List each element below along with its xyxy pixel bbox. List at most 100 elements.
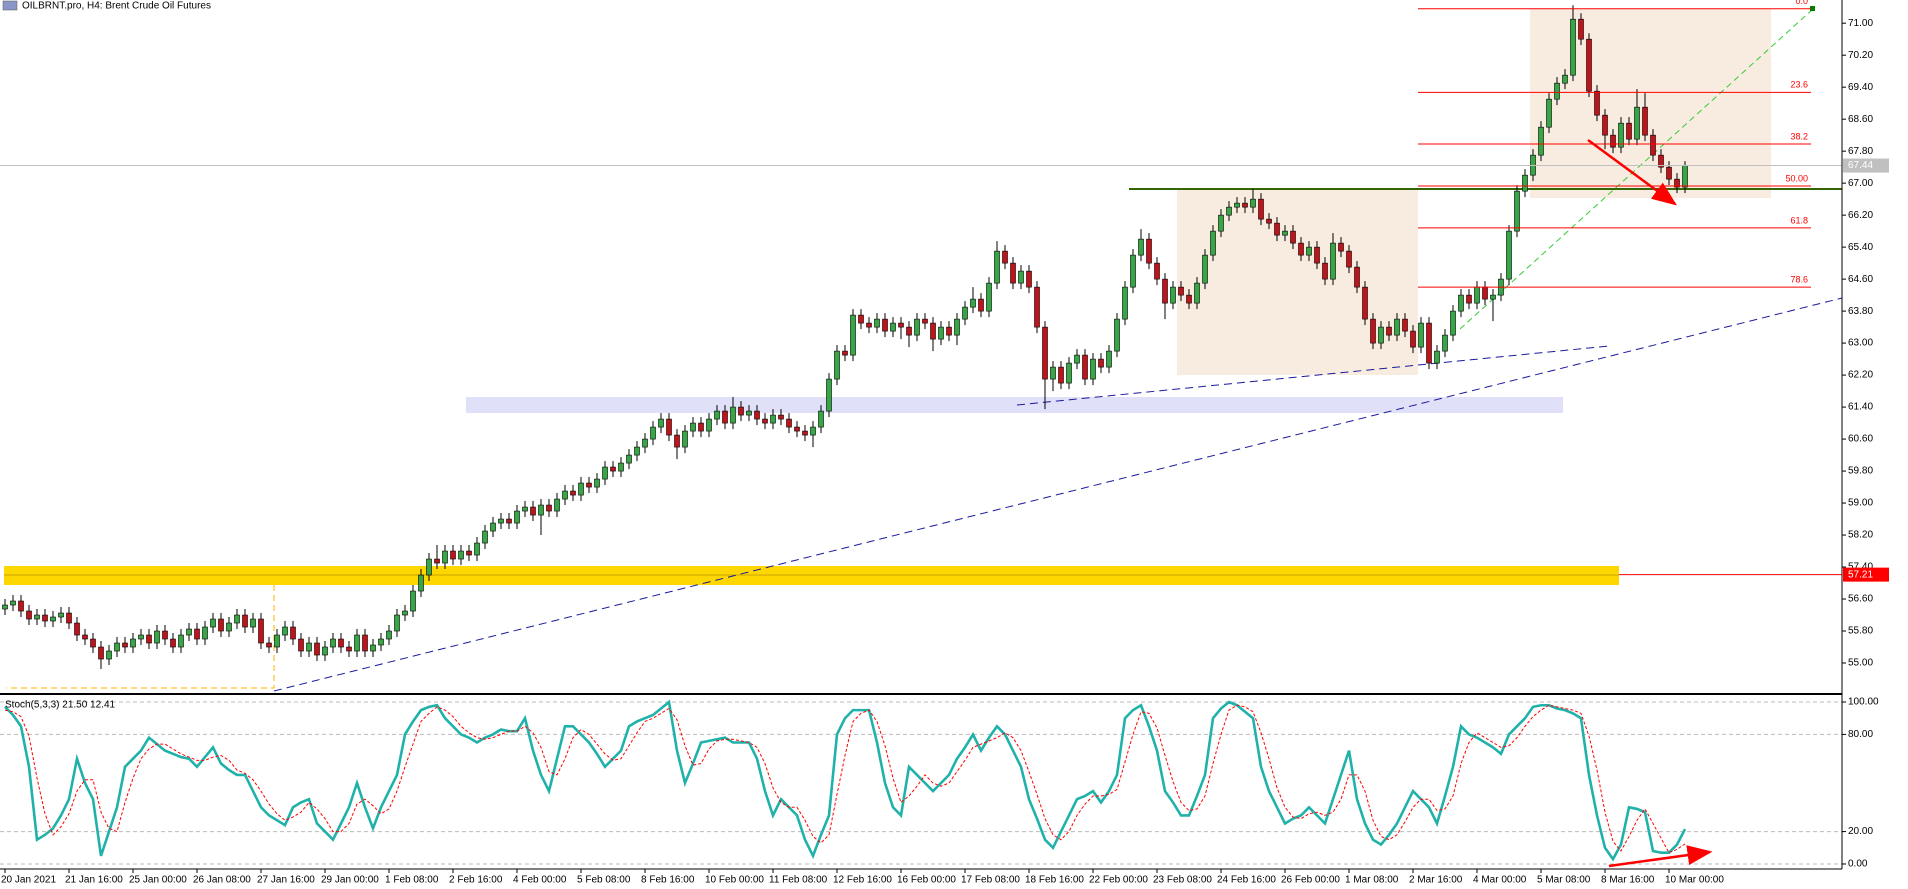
y-tick-label: 67.80 (1848, 146, 1873, 157)
candle-body (1682, 165, 1688, 188)
candle-body (706, 418, 712, 432)
candle-body (162, 630, 168, 640)
candle-body (410, 590, 416, 612)
candle-body (898, 322, 904, 328)
candle-body (1322, 262, 1328, 280)
candle-body (1586, 38, 1592, 92)
candle-body (298, 638, 304, 652)
candle-body (1298, 242, 1304, 256)
candle-body (122, 642, 128, 648)
y-tick-label: 60.60 (1848, 434, 1873, 445)
range-box (1530, 9, 1771, 198)
fib-label: 38.2 (1790, 131, 1808, 141)
candle-body (1138, 238, 1144, 256)
candle-body (434, 558, 440, 564)
price-tag (1843, 158, 1889, 173)
candle-body (282, 626, 288, 636)
x-tick-label: 29 Jan 00:00 (321, 875, 379, 886)
candle-body (346, 646, 352, 652)
candle-body (514, 510, 520, 524)
candle-body (1554, 82, 1560, 100)
candle-body (1194, 282, 1200, 304)
candle-body (730, 406, 736, 424)
candle-body (1058, 366, 1064, 384)
candle-body (786, 418, 792, 428)
candle-body (746, 410, 752, 416)
x-tick-label: 26 Feb 00:00 (1281, 875, 1340, 886)
candle-body (1098, 358, 1104, 368)
candle-body (1090, 358, 1096, 380)
candle-body (1026, 270, 1032, 288)
candle-body (1602, 114, 1608, 136)
candle-body (1050, 366, 1056, 380)
candle-body (1306, 246, 1312, 256)
symbol-title: OILBRNT.pro, H4: Brent Crude Oil Futures (22, 1, 211, 12)
candle-body (106, 650, 112, 660)
x-tick-label: 11 Feb 08:00 (769, 875, 828, 886)
candle-body (42, 614, 48, 622)
candle-body (818, 410, 824, 428)
candle-body (754, 410, 760, 420)
candle-body (258, 618, 264, 644)
candle-body (10, 600, 16, 606)
candle-body (882, 318, 888, 332)
candle-body (2, 604, 8, 610)
candle-body (626, 454, 632, 464)
candle-body (1426, 322, 1432, 364)
candle-body (570, 490, 576, 496)
range-box (1177, 189, 1418, 375)
x-tick-label: 2 Mar 16:00 (1409, 875, 1463, 886)
fib-label: 23.6 (1790, 80, 1808, 90)
candle-body (74, 622, 80, 636)
y-tick-label: 62.20 (1848, 370, 1873, 381)
x-tick-label: 27 Jan 16:00 (257, 875, 315, 886)
candle-body (226, 622, 232, 632)
series-layer (0, 5, 1842, 865)
y-tick-label: 0.00 (1848, 859, 1868, 870)
candle-body (914, 318, 920, 336)
x-tick-label: 16 Feb 00:00 (897, 875, 956, 886)
candle-body (1394, 318, 1400, 336)
candle-body (1642, 106, 1648, 136)
y-tick-label: 67.00 (1848, 178, 1873, 189)
candle-body (1010, 262, 1016, 284)
arrow (1587, 138, 1678, 206)
candle-body (906, 326, 912, 336)
candle-body (1634, 106, 1640, 140)
candle-body (34, 614, 40, 620)
y-tick-label: 68.60 (1848, 114, 1873, 125)
candle-body (1418, 322, 1424, 348)
y-tick-label: 57.40 (1848, 562, 1873, 573)
candle-body (362, 634, 368, 652)
candle-body (1666, 166, 1672, 180)
x-tick-label: 26 Jan 08:00 (193, 875, 251, 886)
candle-body (1074, 354, 1080, 364)
candle-body (1626, 122, 1632, 140)
candle-body (1002, 250, 1008, 264)
candle-body (826, 378, 832, 412)
range-marker (6, 585, 275, 689)
y-tick-label: 20.00 (1848, 826, 1873, 837)
x-tick-label: 5 Mar 08:00 (1537, 875, 1591, 886)
candle-body (1018, 270, 1024, 284)
trend-line (273, 297, 1843, 692)
x-tick-label: 25 Jan 00:00 (129, 875, 187, 886)
candle-body (90, 638, 96, 648)
x-tick-label: 4 Mar 00:00 (1473, 875, 1527, 886)
candle-body (954, 318, 960, 336)
candle-body (322, 646, 328, 656)
fib-label: 50.00 (1785, 173, 1808, 183)
candle-body (386, 630, 392, 640)
y-tick-label: 63.00 (1848, 338, 1873, 349)
candle-body (874, 318, 880, 328)
candle-body (1370, 318, 1376, 344)
candle-body (842, 350, 848, 356)
fib-label: 0.0 (1795, 0, 1808, 6)
candle-body (1522, 174, 1528, 192)
y-tick-label: 64.60 (1848, 274, 1873, 285)
candle-body (178, 634, 184, 648)
candle-body (834, 350, 840, 380)
candle-body (1202, 254, 1208, 284)
candle-body (1434, 350, 1440, 364)
